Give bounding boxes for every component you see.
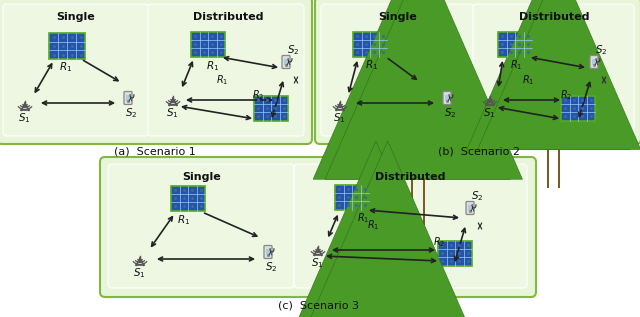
FancyBboxPatch shape (124, 92, 132, 105)
Text: $R_2$: $R_2$ (560, 88, 572, 102)
FancyBboxPatch shape (100, 157, 536, 297)
Text: $S_1$: $S_1$ (132, 266, 145, 280)
FancyBboxPatch shape (49, 33, 85, 59)
Polygon shape (377, 246, 387, 258)
Text: $S_1$: $S_1$ (333, 111, 346, 125)
Text: $R_2$: $R_2$ (433, 235, 445, 249)
FancyBboxPatch shape (108, 164, 294, 288)
Bar (266, 249, 270, 255)
Text: $R_1$: $R_1$ (177, 213, 191, 227)
FancyBboxPatch shape (315, 0, 640, 144)
Text: Distributed: Distributed (375, 172, 445, 182)
Text: Single: Single (379, 12, 417, 22)
Text: $R_1$: $R_1$ (367, 218, 379, 232)
Text: $S_1$: $S_1$ (18, 111, 30, 125)
Bar (126, 94, 130, 101)
Text: $R_1$: $R_1$ (216, 73, 228, 87)
FancyBboxPatch shape (3, 4, 149, 136)
FancyBboxPatch shape (321, 4, 474, 136)
Bar (445, 94, 449, 101)
Text: $S_2$: $S_2$ (444, 106, 456, 120)
FancyBboxPatch shape (171, 185, 205, 210)
Text: (c)  Scenario 3: (c) Scenario 3 (278, 300, 358, 310)
Text: $R_1$: $R_1$ (207, 59, 220, 73)
Text: Distributed: Distributed (519, 12, 589, 22)
FancyBboxPatch shape (0, 0, 312, 144)
Bar (468, 204, 472, 211)
Text: $S_1$: $S_1$ (166, 106, 179, 120)
Text: $S_2$: $S_2$ (265, 260, 277, 274)
Bar (284, 59, 288, 65)
Polygon shape (313, 0, 511, 179)
Text: Distributed: Distributed (193, 12, 263, 22)
Polygon shape (467, 0, 630, 150)
FancyBboxPatch shape (254, 95, 288, 120)
Text: $S_2$: $S_2$ (595, 43, 607, 57)
Text: (a)  Scenario 1: (a) Scenario 1 (114, 146, 196, 156)
Text: $S_1$: $S_1$ (310, 256, 323, 270)
FancyBboxPatch shape (282, 55, 290, 68)
Text: $R_1$: $R_1$ (365, 58, 379, 72)
Polygon shape (325, 0, 522, 179)
Text: $S_2$: $S_2$ (125, 106, 137, 120)
Text: $S_2$: $S_2$ (287, 43, 300, 57)
FancyBboxPatch shape (466, 202, 474, 215)
Text: (b)  Scenario 2: (b) Scenario 2 (438, 146, 520, 156)
Polygon shape (289, 141, 486, 317)
Polygon shape (413, 58, 423, 70)
FancyBboxPatch shape (473, 4, 634, 136)
Bar (592, 59, 596, 65)
Text: $R_1$: $R_1$ (510, 58, 522, 72)
Text: $R_1$: $R_1$ (357, 211, 369, 225)
FancyBboxPatch shape (438, 241, 472, 266)
Text: $S_1$: $S_1$ (483, 106, 495, 120)
Text: Single: Single (182, 172, 221, 182)
FancyBboxPatch shape (498, 31, 532, 56)
FancyBboxPatch shape (335, 184, 369, 210)
Polygon shape (277, 141, 475, 317)
Text: $S_2$: $S_2$ (471, 189, 483, 203)
Text: Single: Single (56, 12, 95, 22)
FancyBboxPatch shape (264, 245, 272, 258)
FancyBboxPatch shape (148, 4, 304, 136)
FancyBboxPatch shape (353, 31, 387, 56)
Polygon shape (549, 49, 559, 60)
FancyBboxPatch shape (590, 55, 598, 68)
Text: $R_2$: $R_2$ (252, 88, 264, 102)
FancyBboxPatch shape (561, 95, 595, 120)
FancyBboxPatch shape (294, 164, 527, 288)
FancyBboxPatch shape (191, 31, 225, 56)
Text: $R_1$: $R_1$ (60, 60, 72, 74)
FancyBboxPatch shape (443, 92, 451, 105)
Text: $R_1$: $R_1$ (522, 73, 534, 87)
Polygon shape (477, 0, 640, 150)
